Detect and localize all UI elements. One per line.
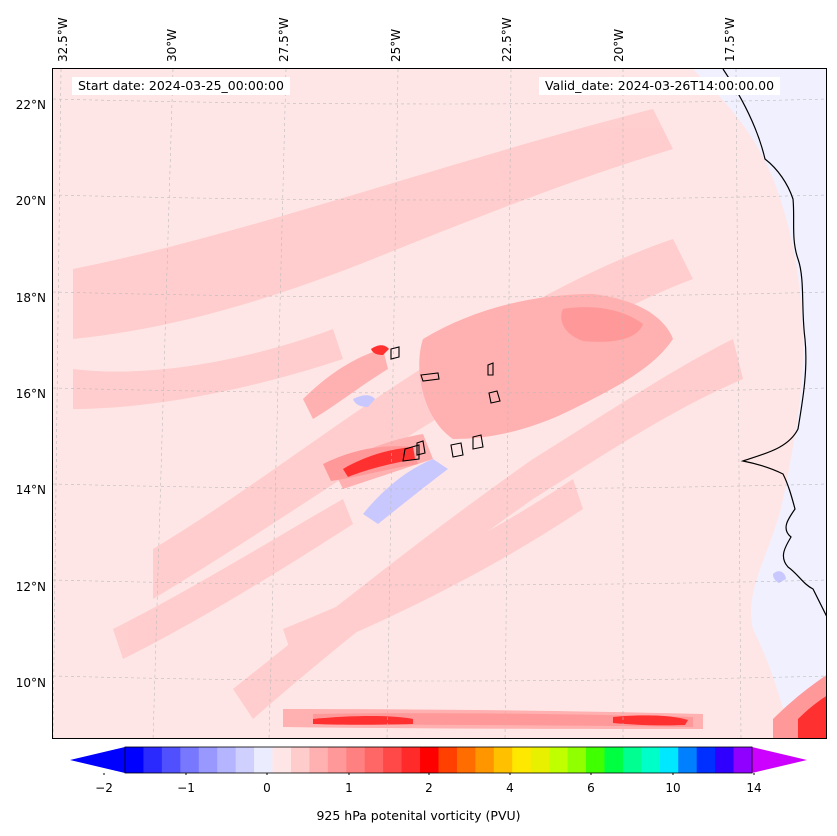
colorbar-tick-label: −2 (95, 781, 113, 795)
pv-negative (353, 395, 786, 583)
lat-label: 22°N (15, 98, 46, 112)
colorbar-tick-label: 4 (506, 781, 514, 795)
colorbar-cell (715, 747, 735, 773)
pv-core-strong (313, 345, 826, 738)
colorbar-tick-label: 0 (263, 781, 271, 795)
cape-verde-islands (390, 346, 501, 462)
valid-date-label: Valid_date: 2024-03-26T14:00:00.00 (539, 77, 781, 95)
colorbar-cell (604, 747, 624, 773)
colorbar-cell (290, 747, 310, 773)
gridlines (53, 69, 826, 738)
colorbar-cell (549, 747, 569, 773)
lon-label: 17.5°W (723, 17, 737, 62)
start-date-label: Start date: 2024-03-25_00:00:00 (72, 77, 290, 95)
lat-label: 18°N (15, 291, 46, 305)
colorbar-cell (733, 747, 753, 773)
colorbar-cell (272, 747, 292, 773)
lat-label: 10°N (15, 676, 46, 690)
pv-contour-map (53, 69, 826, 738)
colorbar-cell (659, 747, 679, 773)
lat-label: 12°N (15, 580, 46, 594)
colorbar-cell (567, 747, 587, 773)
colorbar-tick-label: 1 (345, 781, 353, 795)
colorbar-cell (512, 747, 532, 773)
colorbar-cell (586, 747, 605, 773)
colorbar-max-extend (752, 747, 807, 773)
lon-label: 25°W (389, 28, 403, 62)
colorbar-title: 925 hPa potenital vorticity (PVU) (316, 808, 521, 823)
colorbar-cell (678, 747, 698, 773)
colorbar-tick-label: −1 (177, 781, 195, 795)
map-panel (52, 68, 827, 739)
colorbar-cells (125, 747, 753, 773)
colorbar-cell (346, 747, 366, 773)
colorbar-cell (401, 747, 421, 773)
lon-label: 20°W (612, 28, 626, 62)
colorbar-tick-label: 10 (665, 781, 681, 795)
lat-label: 16°N (15, 387, 46, 401)
lon-label: 30°W (165, 28, 179, 62)
coastline (722, 69, 826, 617)
colorbar-cell (254, 747, 274, 773)
colorbar-cell (456, 747, 476, 773)
colorbar-cell (235, 747, 255, 773)
lon-label: 32.5°W (56, 17, 70, 62)
colorbar-cell (622, 747, 642, 773)
colorbar-cell (364, 747, 384, 773)
colorbar-cell (420, 747, 439, 773)
colorbar-cell (125, 747, 144, 773)
colorbar-cell (217, 747, 237, 773)
colorbar-tick-label: 14 (746, 781, 762, 795)
colorbar-cell (327, 747, 347, 773)
lon-label: 27.5°W (277, 17, 291, 62)
lat-label: 14°N (15, 483, 46, 497)
colorbar-cell (180, 747, 200, 773)
colorbar-cell (475, 747, 495, 773)
colorbar-cell (530, 747, 550, 773)
colorbar-cell (161, 747, 181, 773)
colorbar-cell (143, 747, 163, 773)
colorbar-tick-label: 2 (425, 781, 433, 795)
colorbar-cell (383, 747, 403, 773)
colorbar-cell (309, 747, 329, 773)
colorbar (70, 746, 807, 775)
lat-label: 20°N (15, 194, 46, 208)
colorbar-outline (124, 746, 753, 774)
lon-label: 22.5°W (500, 17, 514, 62)
colorbar-cell (696, 747, 716, 773)
colorbar-min-extend (70, 747, 125, 773)
colorbar-tick-label: 6 (587, 781, 595, 795)
colorbar-cell (493, 747, 513, 773)
colorbar-cell (438, 747, 458, 773)
colorbar-cell (198, 747, 218, 773)
colorbar-cell (641, 747, 661, 773)
colorbar-tick-marks (103, 773, 755, 775)
